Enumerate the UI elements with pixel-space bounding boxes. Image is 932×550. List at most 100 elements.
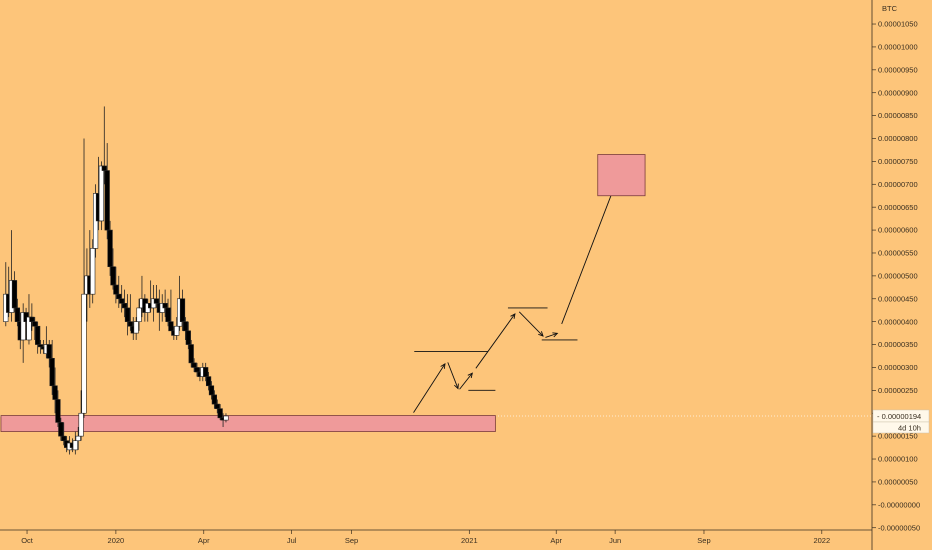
candle[interactable] <box>119 285 125 313</box>
price-tick-label: -0.00000000 <box>878 500 920 509</box>
projection-arrow[interactable] <box>545 332 559 338</box>
candle[interactable] <box>49 339 55 395</box>
price-tick-label: 0.00000050 <box>878 478 918 487</box>
candle-body-down <box>179 298 186 322</box>
projection-arrow[interactable] <box>518 311 544 337</box>
candle[interactable] <box>191 358 197 373</box>
candle[interactable] <box>35 321 41 354</box>
candle[interactable] <box>98 161 104 231</box>
projection-arrow[interactable] <box>447 362 459 390</box>
candle[interactable] <box>188 339 194 368</box>
candle[interactable] <box>223 413 229 423</box>
candle[interactable] <box>110 248 116 290</box>
projection-arrow-line <box>561 188 614 325</box>
last-price-label: - 0.00000194 <box>877 412 921 421</box>
projection-arrow[interactable] <box>413 363 446 413</box>
candle[interactable] <box>127 294 133 331</box>
arrow-head <box>467 372 473 379</box>
candle[interactable] <box>168 289 174 332</box>
candle-body-up <box>26 316 32 341</box>
candle[interactable] <box>90 239 96 304</box>
candle[interactable] <box>217 404 223 421</box>
candle[interactable] <box>116 275 122 308</box>
price-tick-label: 0.00000800 <box>878 134 918 143</box>
candle[interactable] <box>124 294 131 336</box>
time-tick-label: Apr <box>198 536 210 545</box>
time-axis[interactable]: Oct 2020 Apr Jul Sep 2021 Apr Jun Sep 2022 <box>0 529 872 545</box>
price-tick-label: 0.00000950 <box>878 65 918 74</box>
time-tick-label: Oct <box>21 536 34 545</box>
candle[interactable] <box>26 294 32 345</box>
time-tick-label: Sep <box>697 536 710 545</box>
candle[interactable] <box>121 289 128 318</box>
price-tick-label: -0.00000050 <box>878 523 920 532</box>
candle[interactable] <box>11 271 18 313</box>
candle[interactable] <box>194 362 200 377</box>
candle[interactable] <box>174 317 180 340</box>
candle-body-down <box>107 229 113 268</box>
candle-body-down <box>165 307 171 322</box>
candle[interactable] <box>107 220 113 276</box>
candle-body-down <box>203 367 209 377</box>
price-tick-label: 0.00000400 <box>878 317 918 326</box>
candle[interactable] <box>205 372 212 391</box>
candle[interactable] <box>203 362 209 382</box>
candle[interactable] <box>46 339 52 368</box>
candle-body-down <box>110 266 116 286</box>
candle[interactable] <box>211 390 217 409</box>
candle-body-down <box>104 170 110 231</box>
candle[interactable] <box>133 317 139 340</box>
candle[interactable] <box>136 298 142 331</box>
candle[interactable] <box>72 431 78 455</box>
plot-area <box>0 106 872 455</box>
candle-body-down <box>162 303 168 309</box>
candle[interactable] <box>37 339 44 354</box>
candle[interactable] <box>208 381 215 400</box>
candle[interactable] <box>104 143 110 240</box>
candle[interactable] <box>14 298 20 327</box>
candle-body-up <box>133 321 139 334</box>
projection-arrow[interactable] <box>475 313 516 369</box>
candle-body-down <box>214 403 220 409</box>
price-tick-label: 0.00000250 <box>878 386 918 395</box>
candle-body-down <box>58 422 64 437</box>
candle[interactable] <box>165 298 171 327</box>
candle-body-down <box>119 298 125 304</box>
candle[interactable] <box>162 289 168 318</box>
candle[interactable] <box>153 285 160 308</box>
candle-body-down <box>35 325 41 345</box>
candle[interactable] <box>78 390 84 441</box>
candle[interactable] <box>52 367 58 414</box>
candle[interactable] <box>58 417 64 441</box>
candle-body-up <box>20 312 26 341</box>
candle[interactable] <box>55 390 61 427</box>
price-axis[interactable]: BTC 0.00001050 0.00001000 0.00000950 0.00000… <box>871 0 930 550</box>
candle[interactable] <box>20 303 26 363</box>
support-zone[interactable] <box>0 415 496 432</box>
candle[interactable] <box>81 138 87 418</box>
price-tick-label: 0.00000600 <box>878 226 918 235</box>
projection-arrow-line <box>447 362 459 389</box>
projection-arrow[interactable] <box>459 372 473 390</box>
candle[interactable] <box>75 426 81 450</box>
price-tick-label: 0.00000300 <box>878 363 918 372</box>
candle[interactable] <box>61 422 67 446</box>
price-tick-label: 0.00000850 <box>878 111 918 120</box>
candle-body-up <box>78 412 84 437</box>
candle[interactable] <box>113 266 119 304</box>
candle-body-down <box>14 307 20 322</box>
candle[interactable] <box>32 317 38 340</box>
candle[interactable] <box>182 317 189 340</box>
target-zone[interactable] <box>597 154 646 197</box>
bar-countdown-badge[interactable] <box>872 421 930 434</box>
candle[interactable] <box>179 289 186 331</box>
candle-body-down <box>61 435 67 442</box>
price-tick-label: 0.00000450 <box>878 294 918 303</box>
candle[interactable] <box>185 321 191 350</box>
candle-body-down <box>205 376 212 387</box>
candle[interactable] <box>214 399 220 414</box>
candle[interactable] <box>101 106 107 185</box>
candle[interactable] <box>29 303 35 331</box>
candle-body-down <box>191 362 197 368</box>
